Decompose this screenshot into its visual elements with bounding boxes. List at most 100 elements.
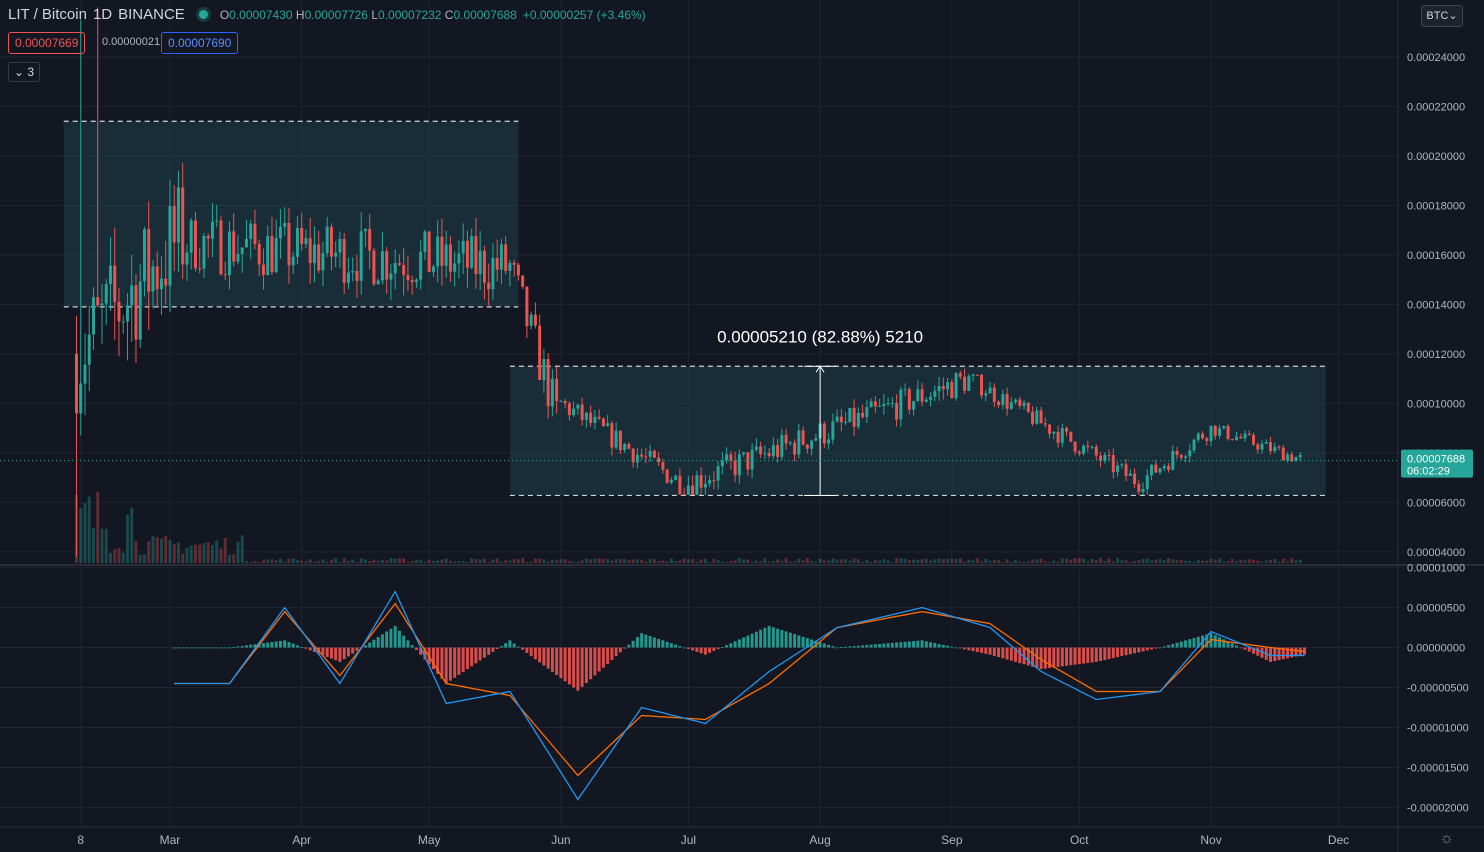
volume-bar <box>1226 561 1230 563</box>
candle-body <box>1260 443 1264 450</box>
sell-button[interactable]: 0.00007669 <box>8 32 86 54</box>
y-tick-label: 0.00012000 <box>1407 349 1465 361</box>
candle-body <box>810 440 814 449</box>
candle-body <box>1031 411 1035 424</box>
candle-body <box>198 268 202 270</box>
volume-bar <box>402 558 406 563</box>
volume-bar <box>117 548 121 563</box>
histogram-bar <box>351 647 355 654</box>
histogram-bar <box>644 634 648 648</box>
candle-body <box>623 443 627 451</box>
candle-body <box>793 442 797 455</box>
volume-bar <box>1005 559 1009 563</box>
candle-body <box>776 445 780 457</box>
histogram-bar <box>414 647 418 650</box>
volume-bar <box>346 561 350 563</box>
volume-bar <box>1009 561 1013 563</box>
volume-bar <box>325 561 329 563</box>
candle-body <box>164 278 168 286</box>
candle-body <box>865 407 869 417</box>
x-tick-label: Dec <box>1328 833 1349 847</box>
histogram-bar <box>232 646 236 648</box>
candle-body <box>125 305 129 322</box>
candle-body <box>487 282 491 290</box>
histogram-bar <box>1022 647 1026 665</box>
histogram-bar <box>652 637 656 648</box>
candle-body <box>470 236 474 268</box>
volume-bar <box>929 560 933 563</box>
volume-bar <box>308 559 312 563</box>
volume-bar <box>389 558 393 563</box>
candle-body <box>406 275 410 281</box>
candle-body <box>988 387 992 394</box>
volume-bar <box>1107 558 1111 563</box>
histogram-bar <box>1150 647 1154 650</box>
histogram-bar <box>865 645 869 648</box>
candle-body <box>355 270 359 281</box>
candle-body <box>759 446 763 454</box>
volume-bar <box>1018 561 1022 563</box>
volume-bar <box>975 558 979 563</box>
histogram-bar <box>198 647 202 649</box>
candle-body <box>1111 455 1115 473</box>
volume-bar <box>478 559 482 563</box>
histogram-bar <box>215 647 219 649</box>
volume-bar <box>550 559 554 563</box>
histogram-bar <box>627 644 631 648</box>
histogram-bar <box>916 640 920 648</box>
volume-bar <box>431 561 435 563</box>
symbol-title[interactable]: LIT / Bitcoin <box>8 6 87 23</box>
candle-body <box>597 416 601 419</box>
volume-bar <box>678 560 682 563</box>
buy-button[interactable]: 0.00007690 <box>161 32 239 54</box>
candle-body <box>1226 426 1230 439</box>
currency-button[interactable]: BTC⌄ <box>1421 5 1463 27</box>
volume-bar <box>980 561 984 563</box>
candle-body <box>750 449 754 470</box>
interval-label[interactable]: 1D <box>92 6 113 23</box>
volume-bar <box>614 559 618 563</box>
histogram-bar <box>1094 647 1098 662</box>
histogram-bar <box>278 640 282 648</box>
volume-bar <box>380 559 384 563</box>
volume-bar <box>784 558 788 563</box>
histogram-bar <box>321 647 325 656</box>
candle-body <box>1124 464 1128 476</box>
volume-bar <box>487 561 491 563</box>
candle-body <box>933 391 937 397</box>
x-tick-label: Jul <box>681 833 696 847</box>
histogram-bar <box>648 636 652 648</box>
candle-body <box>767 453 771 457</box>
histogram-bar <box>1145 647 1149 651</box>
y-tick-label: 0.00014000 <box>1407 299 1465 311</box>
volume-bar <box>529 561 533 563</box>
histogram-bar <box>1141 647 1145 652</box>
candle-body <box>1001 394 1005 405</box>
histogram-bar <box>1111 647 1115 659</box>
histogram-bar <box>453 647 457 678</box>
candle-body <box>495 257 499 270</box>
macd-line <box>174 590 1305 801</box>
histogram-bar <box>1120 647 1124 657</box>
histogram-bar <box>410 645 414 648</box>
gear-icon[interactable]: ☼ <box>1439 830 1454 847</box>
candle-body <box>334 252 338 257</box>
candle-body <box>903 389 907 391</box>
histogram-bar <box>1009 647 1013 661</box>
candle-body <box>1243 433 1247 439</box>
candle-body <box>1018 399 1022 406</box>
volume-bar <box>440 559 444 563</box>
candle-body <box>1133 473 1137 484</box>
histogram-bar <box>1056 647 1060 667</box>
candle-body <box>436 236 440 267</box>
volume-bar <box>1031 559 1035 563</box>
volume-bar <box>1141 559 1145 563</box>
indicators-toggle-button[interactable]: ⌄ 3 <box>8 62 40 82</box>
volume-bar <box>359 558 363 563</box>
histogram-bar <box>1073 647 1077 665</box>
histogram-bar <box>682 647 686 649</box>
histogram-bar <box>363 645 367 648</box>
histogram-bar <box>1188 639 1192 648</box>
candle-body <box>771 445 775 457</box>
